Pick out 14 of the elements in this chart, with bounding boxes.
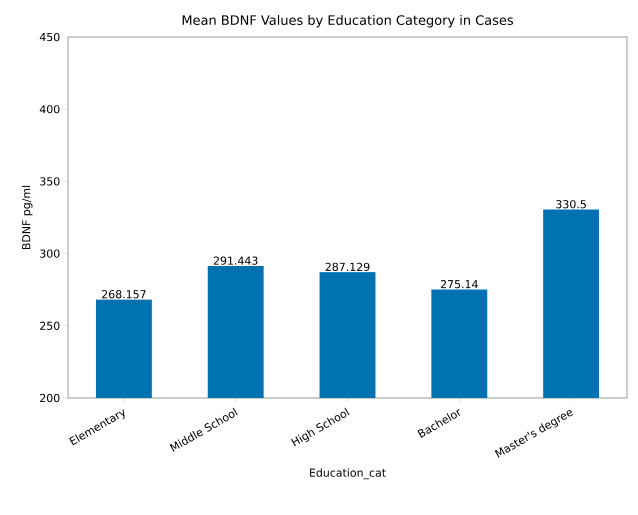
data-label: 287.129: [326, 262, 370, 271]
data-label: 268.157: [102, 290, 146, 298]
data-label: 275.14: [440, 280, 478, 288]
data-label: 330.5: [556, 200, 586, 208]
data-label: 291.443: [214, 256, 258, 265]
y-tick-label: 300: [40, 249, 60, 258]
y-tick-label: 200: [40, 394, 60, 402]
chart-title: Mean BDNF Values by Education Category in Cases: [182, 14, 513, 28]
x-axis-title: Education_cat: [310, 468, 386, 480]
y-tick-label: 450: [40, 32, 60, 42]
y-tick-label: 350: [40, 177, 60, 186]
y-tick-label: 400: [40, 105, 60, 114]
y-axis-title: BDNF pg/ml: [22, 186, 32, 250]
y-tick-label: 250: [40, 322, 60, 330]
